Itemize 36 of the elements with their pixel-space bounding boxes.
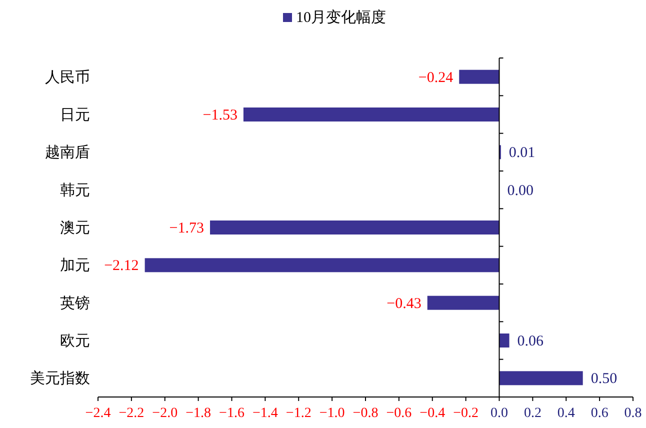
x-tick-label: −1.0: [319, 406, 345, 421]
text: −1.53: [202, 108, 238, 124]
y-tick-label: 韩元: [60, 182, 90, 199]
x-tick-label: 0.6: [590, 406, 608, 421]
x-tick-label: −2.4: [85, 406, 111, 421]
text: −0.43: [386, 296, 422, 312]
x-tick-label: −2.0: [152, 406, 178, 421]
y-tick-label: 澳元: [60, 220, 90, 236]
text: 0.50: [590, 371, 618, 388]
x-tick-label: −1.6: [219, 406, 244, 421]
x-tick-label: 0.4: [557, 406, 575, 421]
y-tick-label: 美元指数: [30, 370, 90, 388]
text: −0.24: [418, 70, 454, 86]
text: −1.73: [169, 220, 204, 236]
y-tick-label: 加元: [60, 257, 90, 274]
y-tick-label: 人民币: [45, 68, 90, 86]
x-tick-label: −0.6: [386, 406, 412, 421]
y-tick-label: 越南盾: [45, 144, 90, 162]
y-tick-label: 欧元: [60, 334, 90, 350]
text: −2.12: [104, 258, 139, 274]
y-tick-label: 日元: [60, 108, 90, 124]
legend-label: 10月变化幅度: [296, 9, 386, 26]
x-tick-label: −1.4: [252, 406, 278, 421]
y-tick-label: 英镑: [60, 294, 90, 312]
x-tick-label: −1.8: [186, 406, 212, 421]
x-tick-label: −2.2: [118, 406, 144, 421]
x-tick-label: −0.8: [352, 406, 378, 421]
text: 0.06: [517, 334, 544, 350]
x-tick-label: −0.4: [420, 406, 446, 421]
x-tick-label: 0.8: [624, 406, 642, 421]
x-tick-label: −1.2: [286, 406, 312, 421]
x-tick-label: 0.0: [490, 406, 508, 421]
text: 0.01: [508, 145, 536, 162]
x-tick-label: 0.2: [524, 406, 542, 421]
text: 0.00: [507, 182, 534, 199]
x-tick-label: −0.2: [453, 406, 479, 421]
